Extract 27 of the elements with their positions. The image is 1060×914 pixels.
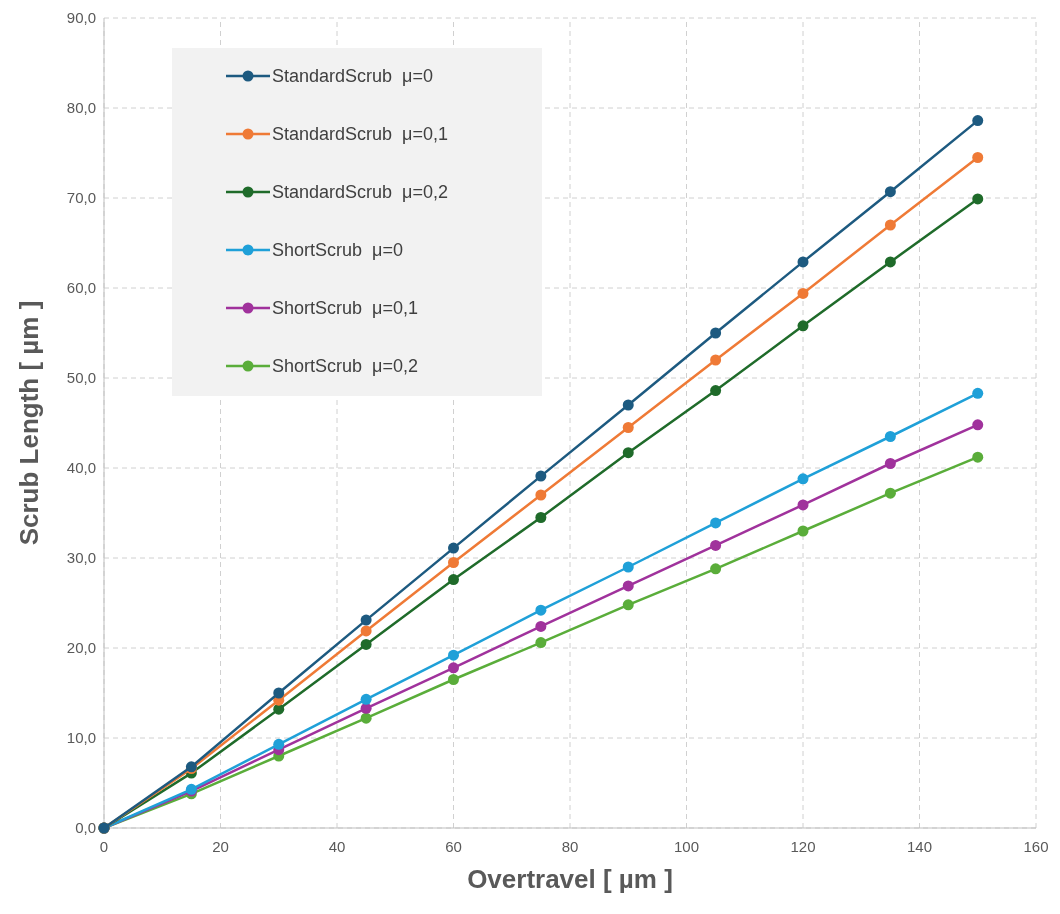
x-tick-label: 120 xyxy=(790,838,816,855)
legend-label: ShortScrub μ=0,1 xyxy=(272,298,418,318)
y-tick-label: 20,0 xyxy=(66,639,96,656)
y-tick-label: 0,0 xyxy=(75,819,96,836)
x-tick-label: 0 xyxy=(99,838,109,855)
y-tick-label: 40,0 xyxy=(66,459,96,476)
x-tick-label: 100 xyxy=(673,838,700,855)
legend-label: ShortScrub μ=0 xyxy=(272,240,403,260)
legend-label: StandardScrub μ=0 xyxy=(272,66,433,86)
y-tick-label: 70,0 xyxy=(66,189,96,206)
y-tick-label: 10,0 xyxy=(66,729,96,746)
y-tick-label: 50,0 xyxy=(66,369,96,386)
x-tick-label: 80 xyxy=(561,838,579,855)
x-tick-label: 160 xyxy=(1023,838,1049,855)
x-tick-label: 60 xyxy=(445,838,462,855)
y-axis-title: Scrub Length [ µm ] xyxy=(14,300,44,546)
x-tick-label: 20 xyxy=(212,838,229,855)
y-tick-label: 30,0 xyxy=(66,549,96,566)
y-tick-label: 90,0 xyxy=(66,9,96,26)
x-tick-label: 40 xyxy=(328,838,346,855)
legend-label: StandardScrub μ=0,2 xyxy=(272,182,448,202)
legend-label: StandardScrub μ=0,1 xyxy=(272,124,448,144)
x-axis-title: Overtravel [ µm ] xyxy=(467,864,673,894)
legend-label: ShortScrub μ=0,2 xyxy=(272,356,418,376)
y-tick-label: 60,0 xyxy=(66,279,96,296)
y-tick-label: 80,0 xyxy=(66,99,96,116)
x-tick-label: 140 xyxy=(906,838,933,855)
